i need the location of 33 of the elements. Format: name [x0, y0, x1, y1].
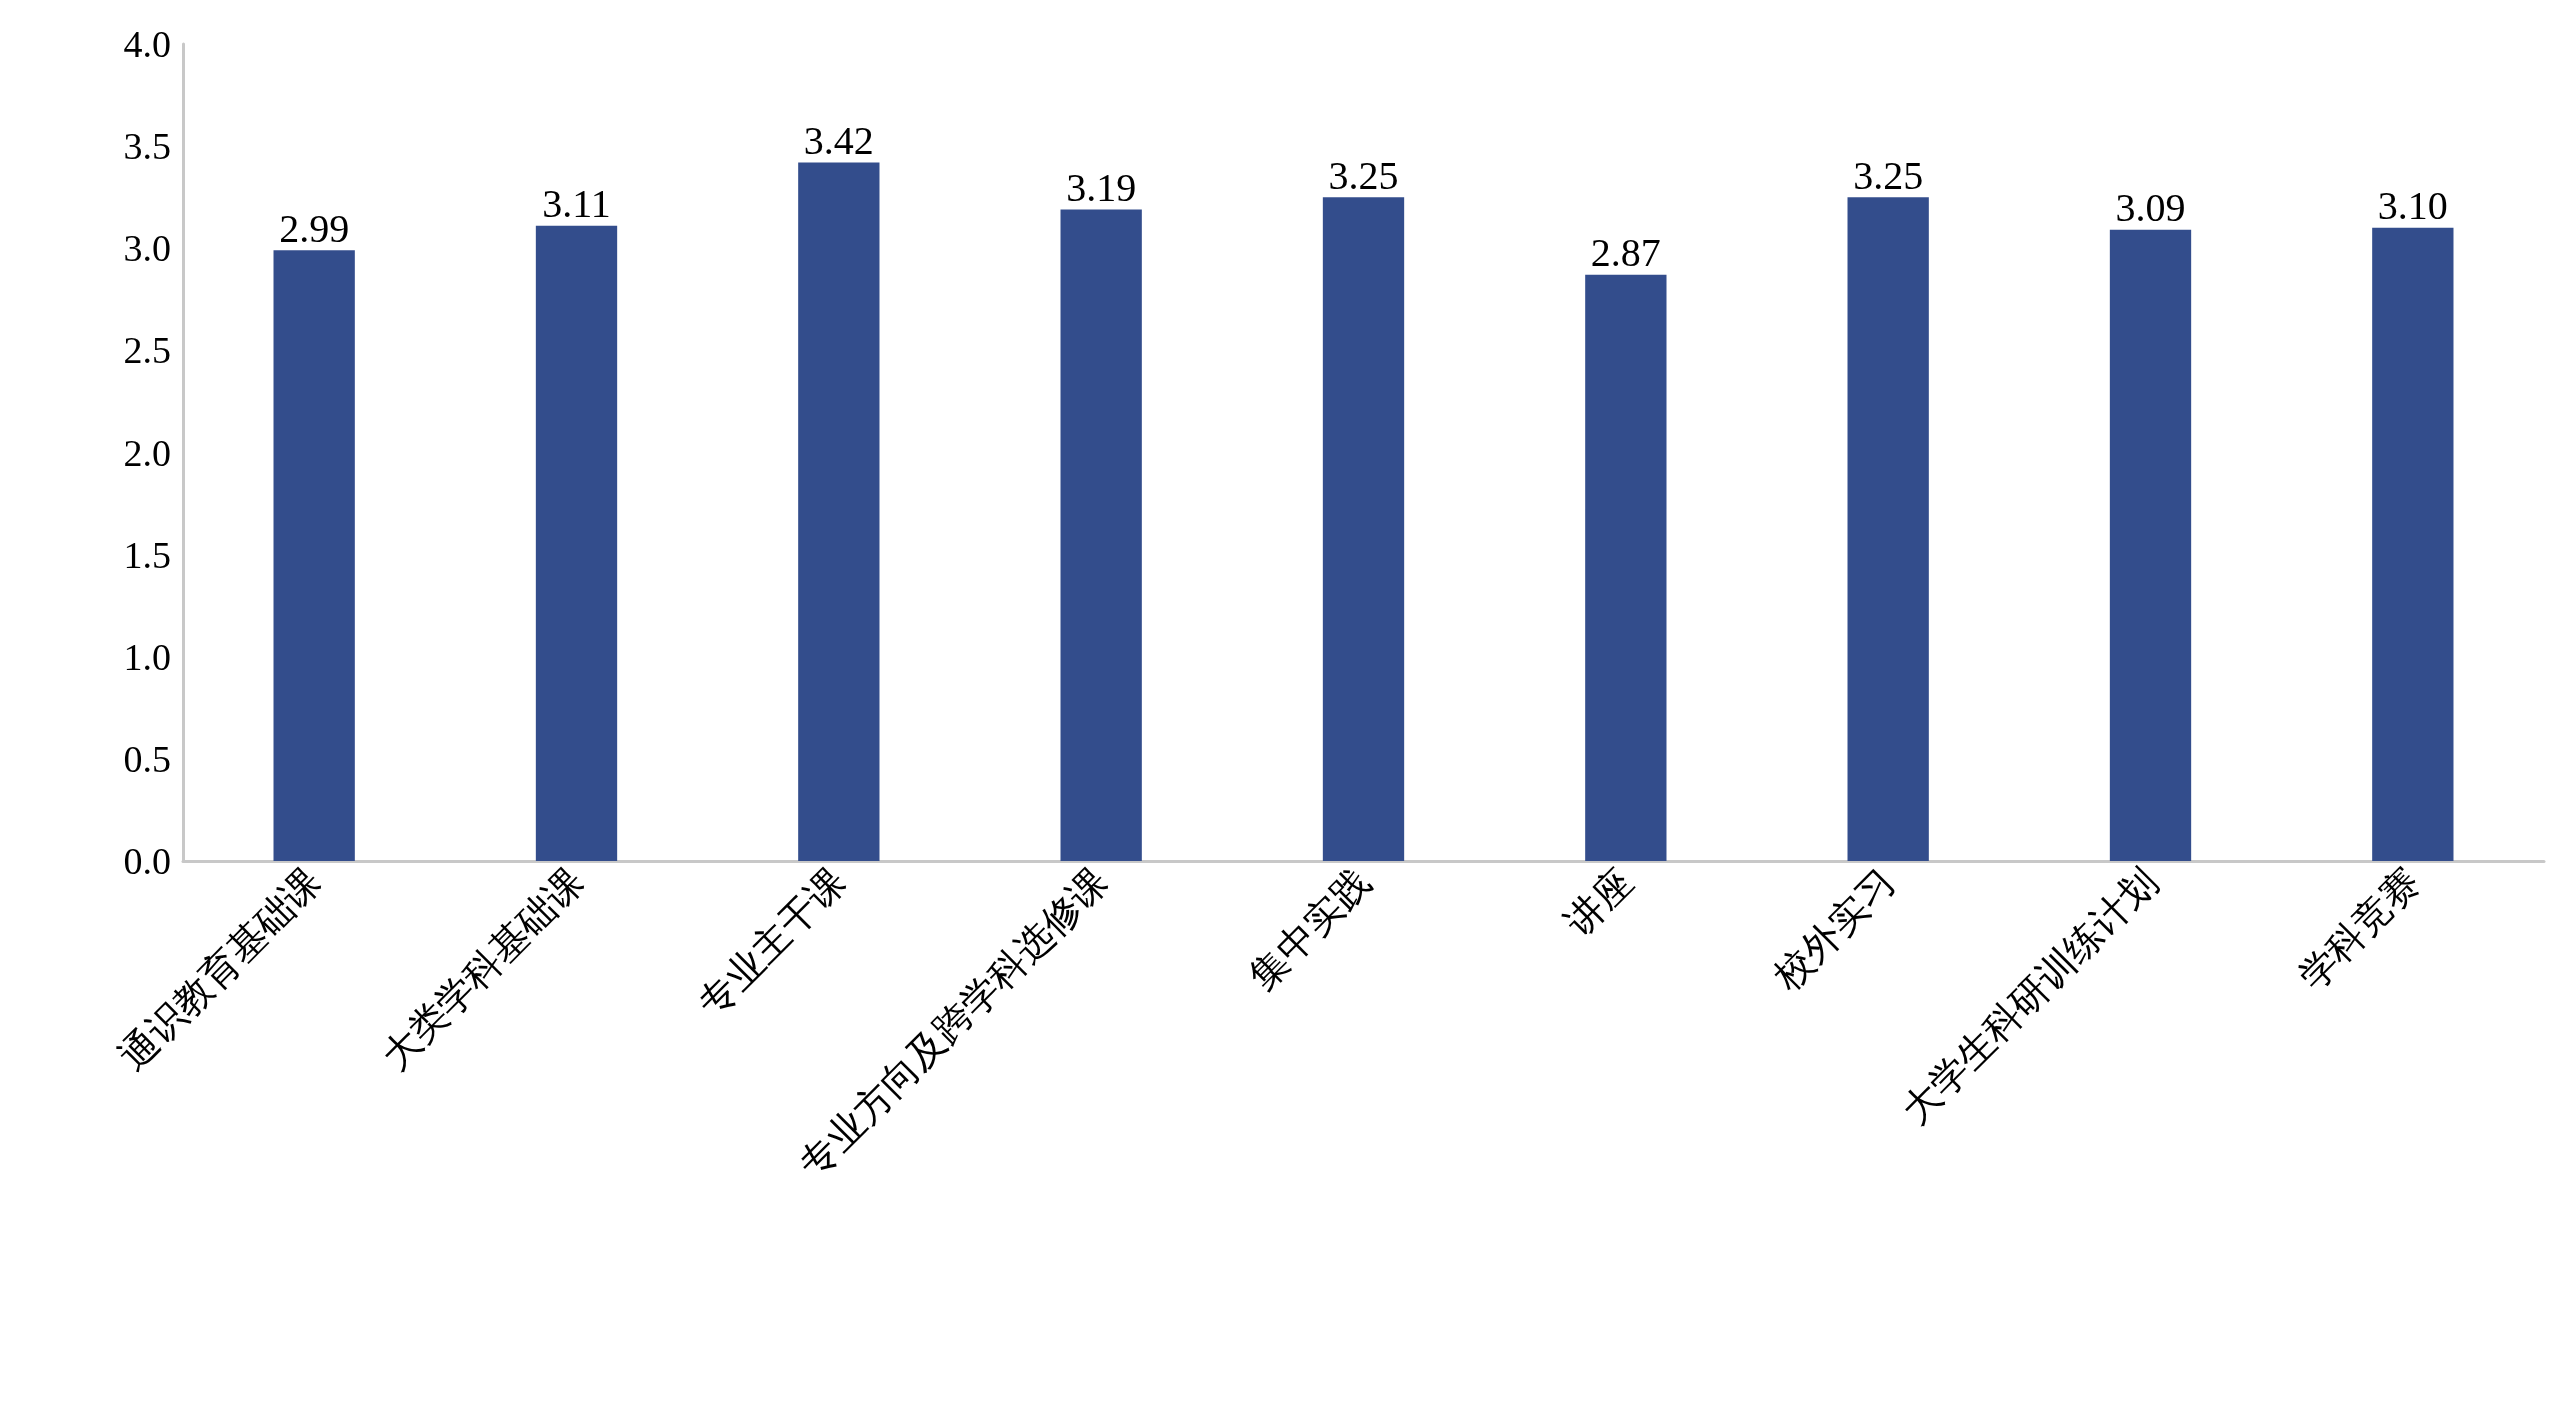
bar: [1585, 274, 1667, 861]
bar: [273, 250, 355, 861]
x-tick-label: 学科竞赛: [2290, 860, 2428, 998]
y-tick-label: 2.0: [123, 431, 171, 474]
y-tick-label: 1.0: [123, 635, 171, 678]
data-label: 3.19: [1066, 164, 1137, 210]
y-tick-label: 3.5: [123, 125, 171, 168]
data-label: 3.25: [1853, 152, 1924, 198]
data-label: 3.11: [542, 181, 611, 227]
data-label: 3.09: [2115, 185, 2186, 231]
y-tick-label: 2.5: [123, 329, 171, 372]
bar: [1060, 209, 1142, 861]
bar: [1322, 197, 1405, 861]
data-label: 2.87: [1590, 230, 1661, 276]
y-tick-label: 3.0: [123, 227, 171, 270]
y-tick-label: 1.5: [123, 533, 171, 576]
x-tick-label: 校外实习: [1765, 860, 1904, 999]
bar: [798, 162, 880, 861]
data-label: 2.99: [279, 205, 350, 251]
bar: [2109, 229, 2192, 861]
x-tick-label: 集中实践: [1241, 860, 1379, 998]
y-tick-label: 0.0: [123, 840, 171, 882]
bar: [535, 225, 618, 861]
data-label: 3.10: [2377, 183, 2448, 229]
bar: [2372, 227, 2454, 861]
data-label: 3.42: [803, 117, 874, 163]
bar: [1847, 197, 1929, 861]
x-tick-label: 讲座: [1557, 860, 1641, 944]
y-tick-label: 0.5: [123, 737, 171, 780]
y-tick-label: 4.0: [123, 23, 171, 65]
x-tick-label: 大类学科基础课: [373, 860, 592, 1078]
data-label: 3.25: [1328, 152, 1399, 198]
x-tick-label: 专业主干课: [689, 860, 854, 1025]
